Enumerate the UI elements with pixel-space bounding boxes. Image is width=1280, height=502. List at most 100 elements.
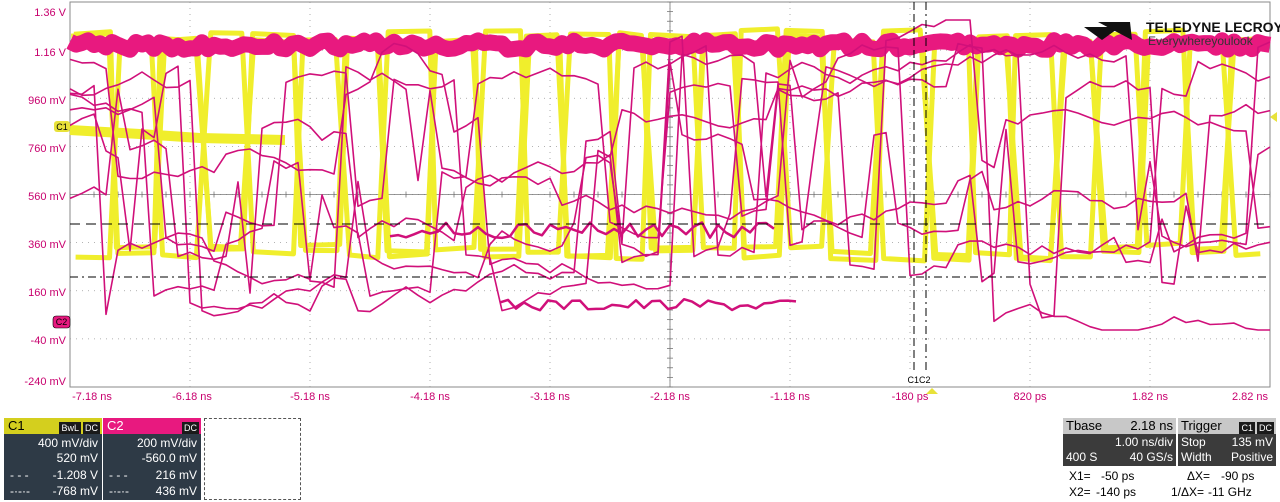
- trigger-coupling-tag: DC: [1257, 422, 1274, 434]
- c2-waveform-trace: [69, 19, 1271, 297]
- x-label: -1.18 ns: [770, 391, 810, 403]
- y-label: 360 mV: [28, 239, 67, 251]
- trigger-header: Trigger C1 DC: [1178, 418, 1276, 434]
- y-label: 1.36 V: [34, 7, 66, 19]
- trigger-level: 135 mV: [1231, 435, 1273, 449]
- cursor1-line-icon: - - -: [10, 468, 29, 482]
- display-background: [0, 0, 1280, 415]
- y-label: 960 mV: [28, 95, 67, 107]
- x1-label: X1=: [1069, 469, 1091, 483]
- c2-waveform-mid: [389, 221, 775, 240]
- teledyne-lecroy-logo: TELEDYNE LECROY Everywhereyoulook: [1084, 19, 1280, 48]
- trigger-level-arrow[interactable]: [1270, 112, 1277, 122]
- x2-label: X2=: [1069, 485, 1091, 499]
- y-label: 760 mV: [28, 143, 67, 155]
- scope-display[interactable]: 1.36 V 1.16 V 960 mV 760 mV 560 mV 360 m…: [0, 0, 1280, 415]
- channel1-cursor1: -1.208 V: [52, 468, 98, 482]
- x-label: -6.18 ns: [172, 391, 212, 403]
- channel2-panel[interactable]: C2 DC 200 mV/div -560.0 mV - - - 216 mV …: [103, 418, 201, 500]
- timebase-header: Tbase 2.18 ns: [1063, 418, 1176, 434]
- channel2-cursor1: 216 mV: [155, 468, 197, 482]
- channel1-coupling-tag: DC: [83, 422, 100, 434]
- cursor1-line-icon: - - -: [109, 468, 128, 482]
- y-label: 160 mV: [28, 287, 67, 299]
- logo-tagline: Everywhereyoulook: [1148, 34, 1254, 48]
- channel2-cursor2: 436 mV: [155, 484, 197, 498]
- trigger-title: Trigger: [1181, 418, 1222, 433]
- timebase-samples: 400 S: [1066, 450, 1098, 464]
- c2-waveform-trace: [69, 60, 1271, 294]
- x-label: 820 ps: [1013, 391, 1047, 403]
- channel1-offset: 520 mV: [56, 451, 98, 465]
- y-axis-labels: 1.36 V 1.16 V 960 mV 760 mV 560 mV 360 m…: [24, 7, 66, 388]
- logo-mark-2: [1098, 22, 1132, 40]
- timebase-delay: 2.18 ns: [1130, 418, 1173, 433]
- x-label: -4.18 ns: [410, 391, 450, 403]
- c1-marker-label: C1: [56, 122, 68, 132]
- x-label: -5.18 ns: [290, 391, 330, 403]
- timebase-title: Tbase: [1066, 418, 1103, 433]
- dx-label: ΔX=: [1187, 469, 1211, 483]
- y-label: -40 mV: [31, 335, 67, 347]
- trigger-body: Stop 135 mV Width Positive: [1178, 434, 1276, 466]
- inv-dx-label: 1/ΔX=: [1171, 485, 1205, 499]
- channel1-panel[interactable]: C1 BwL DC 400 mV/div 520 mV - - - -1.208 …: [4, 418, 102, 500]
- x-label: -2.18 ns: [650, 391, 690, 403]
- y-label: 560 mV: [28, 191, 67, 203]
- c2-waveform-trace: [69, 35, 1271, 319]
- trigger-position-arrow[interactable]: [926, 388, 938, 394]
- channel1-body: 400 mV/div 520 mV - - - -1.208 V -·-·- -…: [4, 434, 102, 500]
- channel1-header: C1 BwL DC: [4, 418, 102, 434]
- trigger-type: Width: [1181, 450, 1212, 464]
- c2-marker-label: C2: [56, 317, 68, 327]
- trigger-mode: Stop: [1181, 435, 1206, 449]
- x-label: 1.82 ns: [1132, 391, 1169, 403]
- timebase-panel[interactable]: Tbase 2.18 ns 1.00 ns/div 400 S 40 GS/s: [1063, 418, 1176, 466]
- c2-waveform-trace: [69, 42, 1270, 331]
- channel2-offset: -560.0 mV: [141, 451, 197, 465]
- x1-value: -50 ps: [1101, 469, 1135, 483]
- cursor2-line-icon: -·-·-: [10, 484, 30, 498]
- c2-ground-marker[interactable]: C2: [52, 315, 71, 329]
- trigger-panel[interactable]: Trigger C1 DC Stop 135 mV Width Positive: [1178, 418, 1276, 466]
- channel2-name: C2: [107, 418, 124, 433]
- x-label: -3.18 ns: [530, 391, 570, 403]
- channel2-header: C2 DC: [103, 418, 201, 434]
- channel1-cursor2: -768 mV: [52, 484, 98, 498]
- logo-text: TELEDYNE LECROY: [1146, 19, 1280, 35]
- c2-waveform-trace: [69, 42, 1271, 290]
- cursor2-line-icon: -·-·-: [109, 484, 129, 498]
- cursor-labels: C1C2: [907, 375, 930, 385]
- x-label: -180 ps: [892, 391, 929, 403]
- c2-waveform-low: [499, 297, 797, 312]
- x-label: -7.18 ns: [72, 391, 112, 403]
- x-label: 2.82 ns: [1232, 391, 1269, 403]
- c2-waveform-trace: [69, 44, 1271, 317]
- c2-waveform-trace: [69, 41, 1271, 297]
- cursor-measurements: X1= -50 ps ΔX= -90 ps X2= -140 ps 1/ΔX= …: [1063, 468, 1278, 500]
- trigger-slope: Positive: [1230, 450, 1273, 464]
- c1-waveform-plateau: [69, 125, 286, 145]
- channel2-coupling-tag: DC: [182, 422, 199, 434]
- cursor-label-bg: [905, 374, 933, 384]
- x2-value: -140 ps: [1096, 485, 1137, 499]
- channel2-vdiv: 200 mV/div: [136, 436, 197, 450]
- x-axis-labels: -7.18 ns -6.18 ns -5.18 ns -4.18 ns -3.1…: [72, 391, 1268, 403]
- y-label: 1.16 V: [34, 47, 66, 59]
- empty-slot-panel[interactable]: [204, 418, 301, 500]
- inv-dx-value: -11 GHz: [1208, 485, 1252, 499]
- dx-value: -90 ps: [1221, 469, 1255, 483]
- channel1-name: C1: [8, 418, 25, 433]
- logo-mark: [1084, 27, 1120, 40]
- timebase-body: 1.00 ns/div 400 S 40 GS/s: [1063, 434, 1176, 466]
- waveform-traces: [66, 19, 1272, 331]
- c1-waveform: [75, 26, 1261, 264]
- c1-ground-marker[interactable]: C1: [54, 121, 70, 132]
- timebase-rate: 40 GS/s: [1129, 450, 1173, 464]
- channel1-vdiv: 400 mV/div: [37, 436, 98, 450]
- y-label: -240 mV: [24, 376, 66, 388]
- timebase-tdiv: 1.00 ns/div: [1114, 435, 1173, 449]
- channel1-bwl-tag: BwL: [59, 422, 81, 434]
- trigger-channel-tag: C1: [1239, 422, 1255, 434]
- channel2-body: 200 mV/div -560.0 mV - - - 216 mV -·-·- …: [103, 434, 201, 500]
